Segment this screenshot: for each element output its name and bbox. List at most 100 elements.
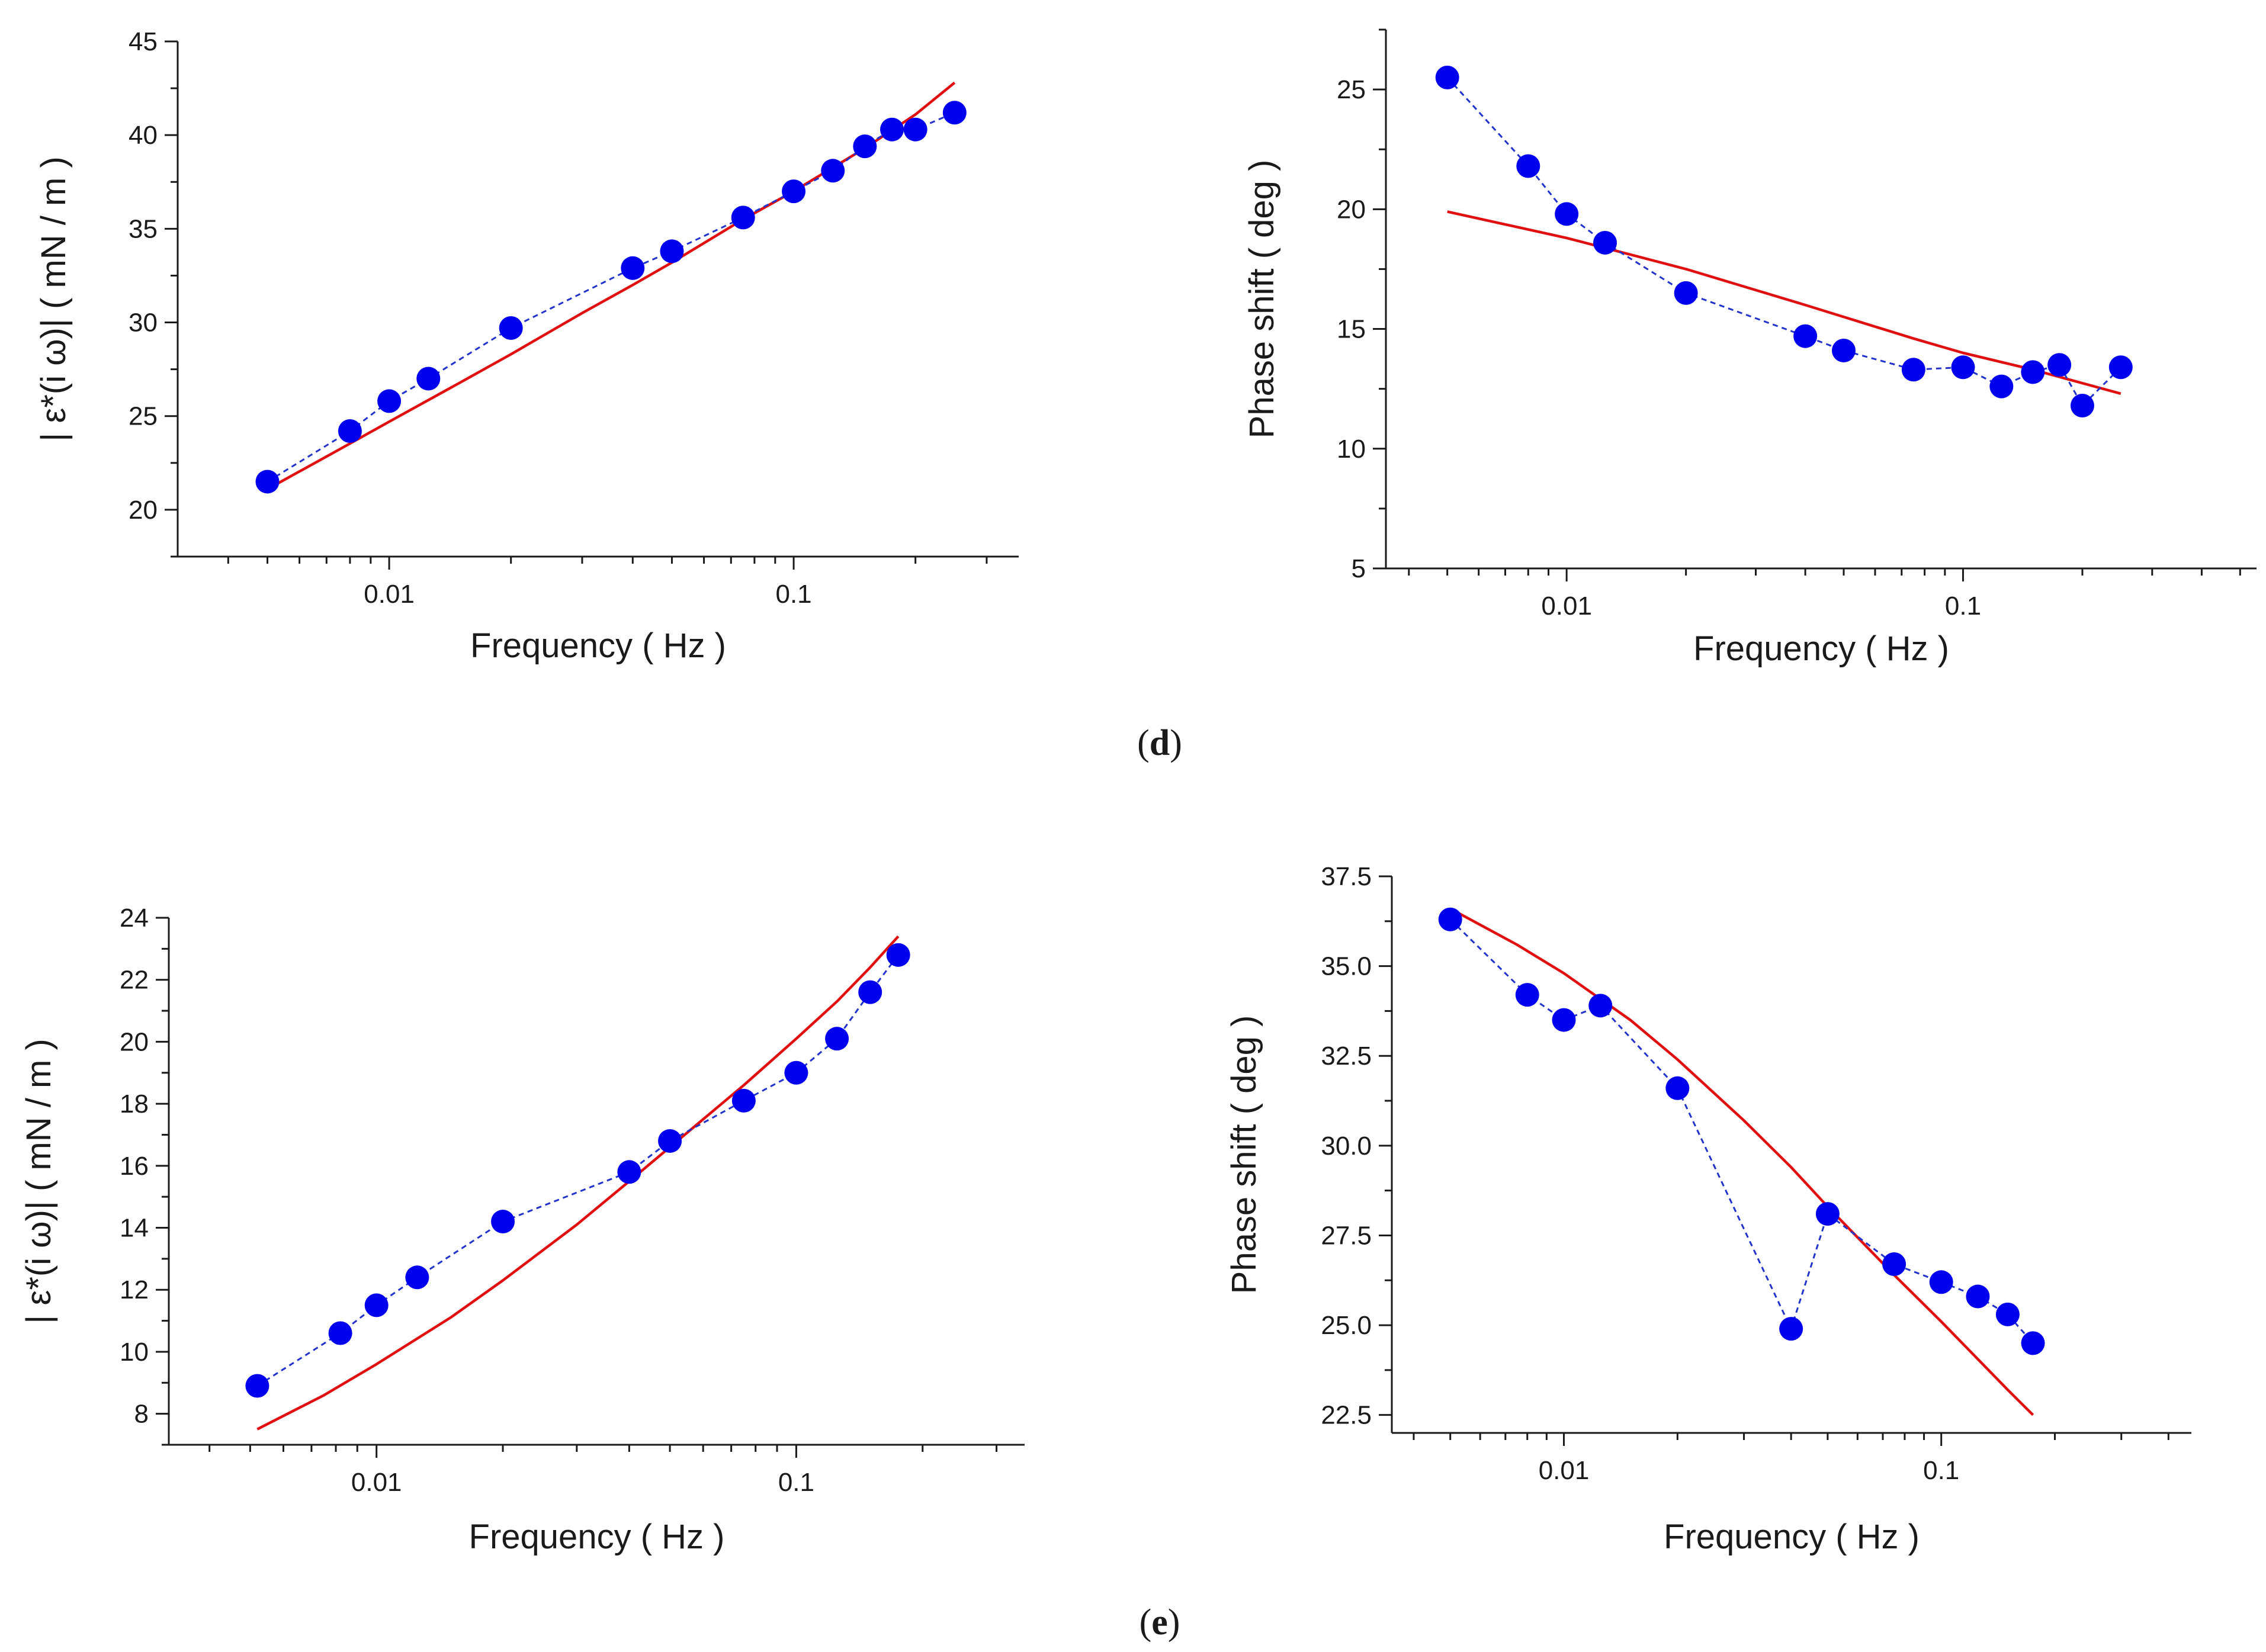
data-point <box>1929 1270 1953 1294</box>
y-tick-label: 20 <box>1337 195 1366 224</box>
x-axis-label: Frequency ( Hz ) <box>470 626 726 665</box>
y-tick-label: 12 <box>120 1275 149 1304</box>
data-point <box>821 159 845 183</box>
panel-label-e: (e) <box>1140 1602 1180 1643</box>
x-axis-label: Frequency ( Hz ) <box>469 1518 725 1556</box>
data-point <box>1555 202 1579 226</box>
data-point <box>1516 154 1540 178</box>
data-point <box>825 1027 849 1051</box>
y-tick-label: 27.5 <box>1321 1221 1372 1250</box>
y-tick-label: 16 <box>120 1152 149 1181</box>
data-point <box>416 367 441 391</box>
y-tick-label: 22.5 <box>1321 1401 1372 1430</box>
y-axis-label: Phase shift ( deg ) <box>1243 160 1281 439</box>
data-point <box>1588 994 1613 1018</box>
y-tick-label: 35.0 <box>1321 952 1372 981</box>
y-tick-label: 10 <box>1337 435 1366 464</box>
data-point <box>858 980 882 1004</box>
y-tick-label: 30.0 <box>1321 1132 1372 1161</box>
x-tick-label: 0.1 <box>775 580 811 609</box>
data-point <box>1966 1284 1990 1309</box>
x-tick-label: 0.01 <box>1541 592 1592 621</box>
panel-label-d: (d) <box>1137 723 1182 763</box>
x-axis-label: Frequency ( Hz ) <box>1664 1518 1920 1556</box>
y-tick-label: 20 <box>120 1027 149 1056</box>
y-tick-label: 5 <box>1352 554 1366 583</box>
y-tick-label: 22 <box>120 966 149 995</box>
data-point <box>255 470 280 494</box>
data-point <box>377 389 402 413</box>
y-tick-label: 18 <box>120 1089 149 1119</box>
chart-e-right-phase-shift: 0.01 0.1 22.5 25.0 27.5 30.0 32.5 35.0 37.5 Frequ… <box>1225 862 2191 1556</box>
y-tick-label: 40 <box>129 121 158 150</box>
data-point <box>880 117 904 142</box>
y-tick-label: 25 <box>1337 75 1366 104</box>
data-point <box>1793 324 1818 348</box>
y-tick-label: 25 <box>129 402 158 431</box>
data-point <box>731 205 755 230</box>
y-tick-label: 25.0 <box>1321 1311 1372 1340</box>
x-tick-label: 0.01 <box>351 1468 402 1497</box>
data-point <box>2070 393 2094 417</box>
data-point <box>1552 1008 1576 1032</box>
y-tick-label: 24 <box>120 904 149 933</box>
data-point <box>2021 360 2045 384</box>
data-point <box>1665 1076 1690 1100</box>
data-point <box>1593 230 1617 255</box>
chart-d-left-magnitude: 0.01 0.1 20 25 30 35 40 45 Frequency ( Hz ) | ε*(… <box>34 27 1019 665</box>
x-tick-label: 0.1 <box>1945 592 1981 621</box>
y-axis-label: | ε*(i ω)| ( mN / m ) <box>34 156 73 441</box>
data-point <box>942 101 967 125</box>
x-tick-label: 0.01 <box>1539 1456 1590 1485</box>
data-point <box>1779 1317 1803 1341</box>
y-tick-label: 35 <box>129 214 158 243</box>
data-point <box>1815 1202 1840 1226</box>
x-tick-label: 0.01 <box>364 580 415 609</box>
data-point <box>1995 1302 2020 1326</box>
x-tick-label: 0.1 <box>778 1468 814 1497</box>
data-point <box>2021 1331 2045 1355</box>
y-tick-label: 45 <box>129 27 158 56</box>
y-tick-label: 30 <box>129 308 158 338</box>
y-tick-label: 15 <box>1337 315 1366 344</box>
data-point <box>328 1321 352 1345</box>
y-tick-label: 10 <box>120 1338 149 1367</box>
y-tick-label: 37.5 <box>1321 862 1372 891</box>
data-point <box>1435 65 1459 89</box>
x-axis-label: Frequency ( Hz ) <box>1693 629 1949 668</box>
data-point <box>784 1060 808 1085</box>
data-point <box>1882 1252 1906 1276</box>
data-point <box>2047 353 2072 377</box>
data-point <box>1901 358 1925 382</box>
y-tick-label: 14 <box>120 1214 149 1243</box>
data-point <box>1831 338 1856 362</box>
chart-e-left-magnitude: 0.01 0.1 8 10 12 14 16 18 20 22 24 Frequency ( Hz )… <box>20 904 1025 1556</box>
data-point <box>731 1088 756 1113</box>
data-point <box>621 256 645 280</box>
data-point <box>903 117 927 142</box>
y-tick-label: 20 <box>129 496 158 525</box>
data-point <box>1515 983 1539 1007</box>
data-point <box>1674 281 1698 305</box>
y-tick-label: 8 <box>134 1400 149 1429</box>
fit-curve <box>1449 907 2034 1416</box>
data-point <box>364 1293 389 1317</box>
y-tick-label: 32.5 <box>1321 1042 1372 1071</box>
fit-curve <box>1447 210 2121 395</box>
data-point <box>1989 374 2014 398</box>
data-point <box>245 1374 269 1398</box>
data-point <box>886 943 910 967</box>
x-tick-label: 0.1 <box>1923 1456 1959 1485</box>
y-axis-label: Phase shift ( deg ) <box>1225 1015 1263 1294</box>
data-point <box>617 1160 641 1184</box>
data-point <box>853 134 877 159</box>
data-point <box>658 1129 682 1153</box>
data-point <box>2108 355 2133 380</box>
data-point <box>660 239 684 263</box>
data-point <box>1438 907 1462 931</box>
data-point <box>405 1265 429 1290</box>
chart-d-right-phase-shift: 0.01 0.1 5 10 15 20 25 Frequency ( Hz ) Phase sh… <box>1243 28 2257 668</box>
data-point <box>782 179 806 204</box>
data-point <box>499 316 523 340</box>
